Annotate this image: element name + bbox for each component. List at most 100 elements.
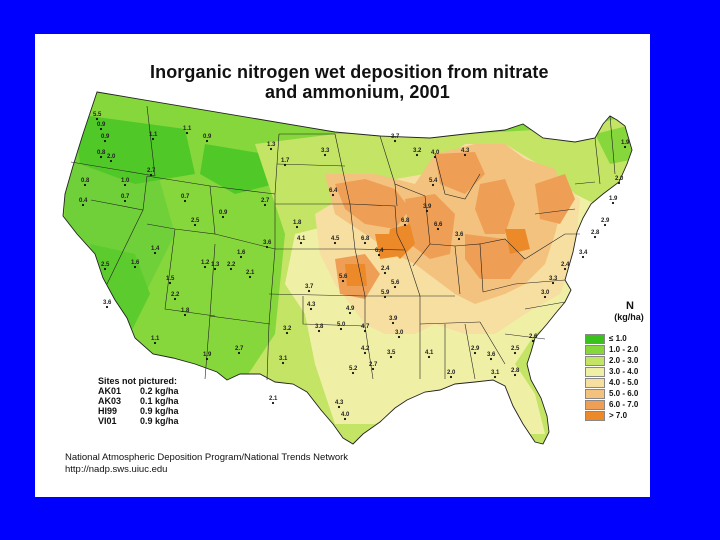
legend-label: 4.0 - 5.0 bbox=[609, 378, 639, 387]
site-dot bbox=[99, 155, 103, 159]
site-dot bbox=[513, 373, 517, 377]
site-dot bbox=[103, 139, 107, 143]
site-value-label: 2.1 bbox=[269, 396, 278, 402]
site-dot bbox=[403, 223, 407, 227]
site-dot bbox=[348, 311, 352, 315]
map-title-line-2: and ammonium, 2001 bbox=[265, 82, 450, 102]
site-value-label: 4.1 bbox=[297, 236, 306, 242]
site-value-label: 3.0 bbox=[541, 290, 550, 296]
site-value-label: 1.1 bbox=[149, 132, 158, 138]
site-dot bbox=[109, 159, 113, 163]
site-value-label: 2.5 bbox=[101, 262, 110, 268]
site-dot bbox=[473, 351, 477, 355]
site-value-label: 1.1 bbox=[183, 126, 192, 132]
sites-not-pictured: Sites not pictured: AK01 0.2 kg/ha AK03 … bbox=[98, 376, 179, 426]
legend-unit-symbol: N bbox=[626, 300, 634, 312]
site-dot bbox=[617, 181, 621, 185]
site-value-label: 5.6 bbox=[391, 280, 400, 286]
legend-row: 6.0 - 7.0 bbox=[585, 400, 647, 410]
site-value-label: 2.9 bbox=[601, 218, 610, 224]
site-dot bbox=[269, 147, 273, 151]
site-dot bbox=[205, 139, 209, 143]
site-value-label: 4.3 bbox=[461, 148, 470, 154]
site-dot bbox=[317, 329, 321, 333]
site-dot bbox=[283, 163, 287, 167]
site-value-label: 2.4 bbox=[381, 266, 390, 272]
site-value-label: 0.9 bbox=[219, 210, 228, 216]
site-dot bbox=[239, 255, 243, 259]
legend-row: 2.0 - 3.0 bbox=[585, 356, 647, 366]
site-value-label: 2.7 bbox=[235, 346, 244, 352]
site-value-label: 4.5 bbox=[331, 236, 340, 242]
site-dot bbox=[229, 267, 233, 271]
site-dot bbox=[265, 245, 269, 249]
site-value-label: 3.3 bbox=[549, 276, 558, 282]
site-dot bbox=[543, 295, 547, 299]
site-value-label: 5.5 bbox=[93, 112, 102, 118]
legend-label: 2.0 - 3.0 bbox=[609, 356, 639, 365]
site-dot bbox=[299, 241, 303, 245]
deposition-surface bbox=[63, 92, 632, 444]
site-value-label: 1.6 bbox=[237, 250, 246, 256]
site-value-label: 4.3 bbox=[335, 400, 344, 406]
site-value: 0.2 kg/ha bbox=[140, 386, 179, 396]
legend-swatch bbox=[585, 334, 605, 344]
site-dot bbox=[397, 335, 401, 339]
site-dot bbox=[449, 375, 453, 379]
credits-url: http://nadp.sws.uiuc.edu bbox=[65, 464, 168, 475]
site-value-label: 1.2 bbox=[201, 260, 210, 266]
site-value-label: 3.7 bbox=[305, 284, 314, 290]
site-value-label: 0.9 bbox=[97, 122, 106, 128]
site-value-label: 2.8 bbox=[591, 230, 600, 236]
site-value-label: 2.1 bbox=[246, 270, 255, 276]
site-dot bbox=[489, 357, 493, 361]
map-panel: 5.5 0.9 0.9 0.8 2.0 1.1 1.1 0.9 1.3 1.7 3.3 3.7 3.2 4… bbox=[35, 34, 650, 497]
legend-label: 1.0 - 2.0 bbox=[609, 345, 639, 354]
site-value-label: 1.4 bbox=[151, 246, 160, 252]
site-value-label: 2.5 bbox=[191, 218, 200, 224]
site-dot bbox=[81, 203, 85, 207]
site-dot bbox=[551, 281, 555, 285]
site-dot bbox=[185, 131, 189, 135]
site-dot bbox=[363, 329, 367, 333]
site-dot bbox=[415, 153, 419, 157]
site-row: VI01 0.9 kg/ha bbox=[98, 416, 179, 426]
site-dot bbox=[248, 275, 252, 279]
site-dot bbox=[581, 255, 585, 259]
legend-swatch bbox=[585, 378, 605, 388]
site-value-label: 3.2 bbox=[283, 326, 292, 332]
site-value-label: 5.2 bbox=[349, 366, 358, 372]
legend-label: ≤ 1.0 bbox=[609, 334, 627, 343]
site-dot bbox=[153, 341, 157, 345]
site-dot bbox=[603, 223, 607, 227]
site-value-label: 6.8 bbox=[361, 236, 370, 242]
legend-swatch bbox=[585, 356, 605, 366]
site-dot bbox=[173, 297, 177, 301]
site-dot bbox=[351, 371, 355, 375]
site-value-label: 3.1 bbox=[491, 370, 500, 376]
state-boundaries bbox=[62, 91, 633, 445]
site-value-label: 2.0 bbox=[447, 370, 456, 376]
site-dot bbox=[83, 183, 87, 187]
site-code: AK01 bbox=[98, 386, 122, 396]
site-value: 0.1 kg/ha bbox=[140, 396, 179, 406]
legend-label: 6.0 - 7.0 bbox=[609, 400, 639, 409]
site-value-label: 2.0 bbox=[107, 154, 116, 160]
site-value-label: 1.8 bbox=[293, 220, 302, 226]
site-value-label: 1.7 bbox=[281, 158, 290, 164]
credits-org: National Atmospheric Deposition Program/… bbox=[65, 452, 349, 463]
site-dot bbox=[513, 351, 517, 355]
site-row: AK03 0.1 kg/ha bbox=[98, 396, 179, 406]
site-dot bbox=[393, 139, 397, 143]
site-dot bbox=[237, 351, 241, 355]
site-dot bbox=[457, 237, 461, 241]
site-value-label: 4.7 bbox=[361, 324, 370, 330]
site-dot bbox=[341, 279, 345, 283]
site-dot bbox=[263, 203, 267, 207]
site-dot bbox=[307, 289, 311, 293]
site-dot bbox=[343, 417, 347, 421]
site-dot bbox=[295, 225, 299, 229]
site-value-label: 4.2 bbox=[361, 346, 370, 352]
site-dot bbox=[151, 137, 155, 141]
site-dot bbox=[99, 127, 103, 131]
